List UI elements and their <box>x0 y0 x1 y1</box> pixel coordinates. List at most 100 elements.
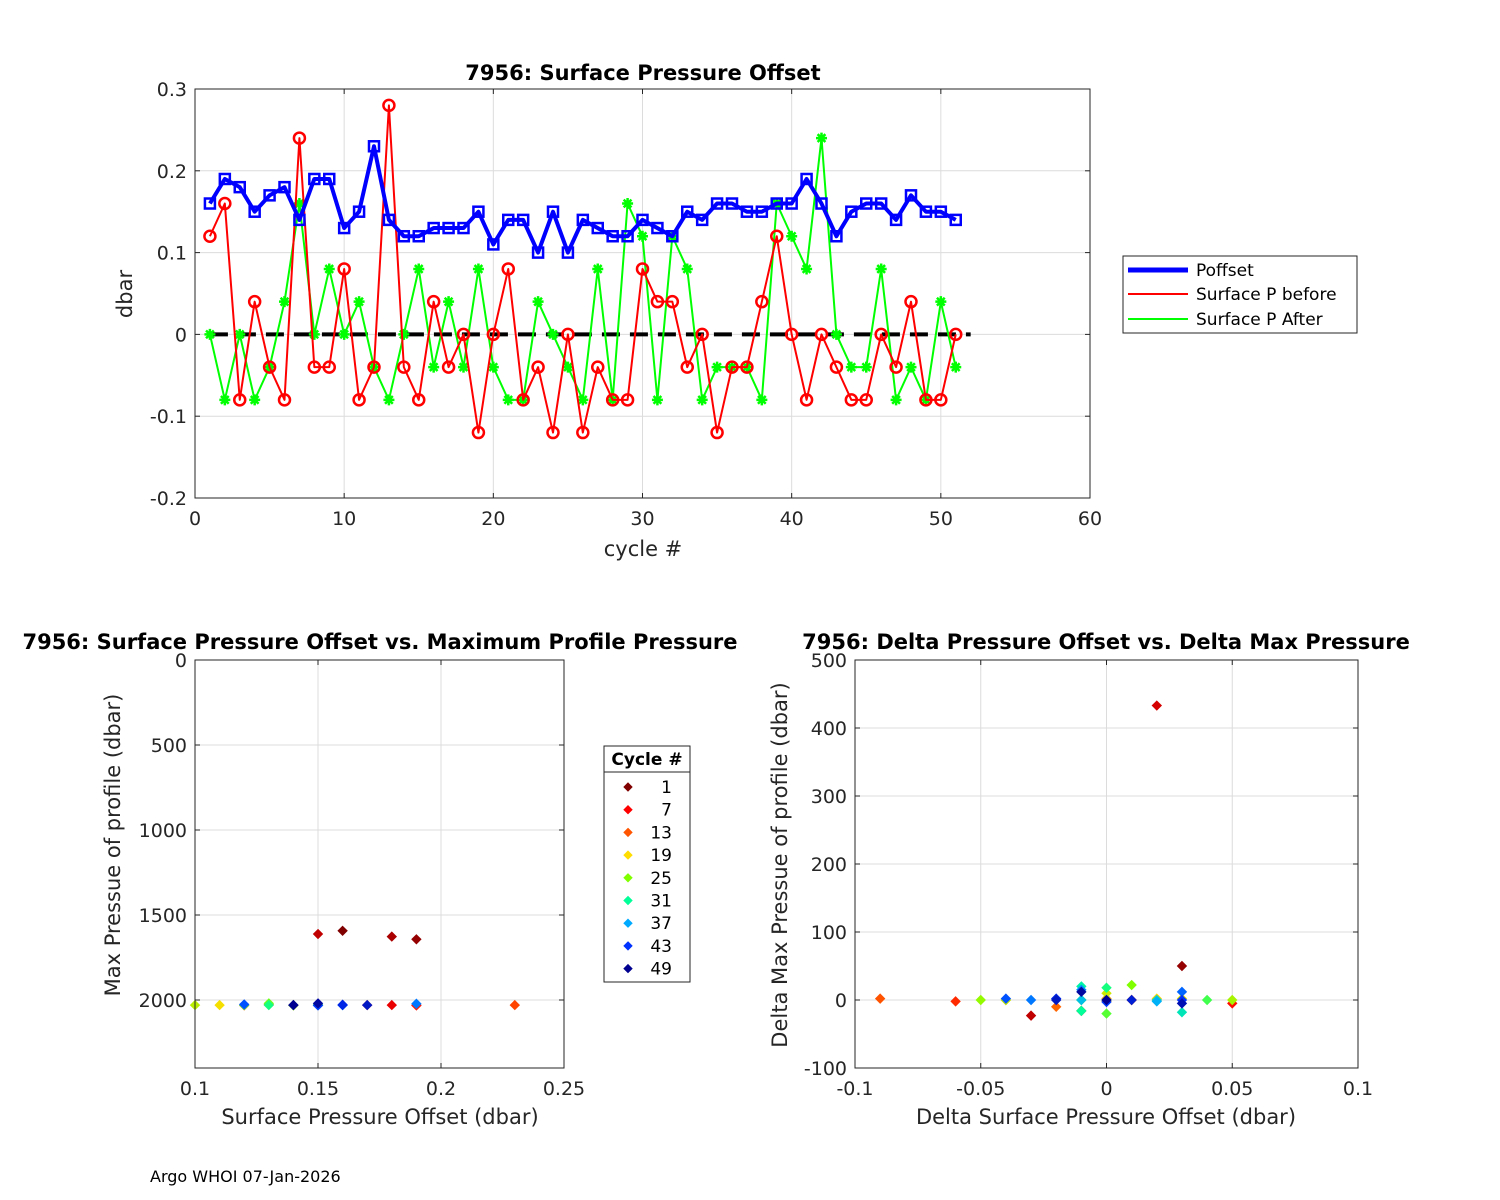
series-line-surface-p-before <box>209 104 957 434</box>
before-point <box>546 425 560 440</box>
delta-point <box>1201 994 1213 1006</box>
before-point <box>755 294 769 309</box>
after-point <box>308 328 320 340</box>
poffset-point <box>278 180 291 194</box>
after-point <box>458 361 469 373</box>
before-point <box>441 360 456 374</box>
after-point <box>234 328 246 340</box>
after-point <box>502 394 514 406</box>
poffset-point <box>934 205 948 218</box>
after-point <box>711 361 723 373</box>
poffset-point <box>710 197 724 210</box>
after-point <box>428 361 440 373</box>
after-point <box>487 361 499 373</box>
after-point <box>845 361 857 373</box>
poffset-point <box>427 221 440 235</box>
chart3-xtick-label: 0 <box>1100 1078 1112 1100</box>
before-point <box>412 393 426 407</box>
delta-point <box>1076 994 1087 1006</box>
chart3-xtick-label: 0.05 <box>1211 1078 1253 1100</box>
before-point <box>650 294 665 309</box>
cycle-point <box>214 999 225 1011</box>
delta-offset-vs-delta-maxpressure-chart: -0.1 -0.05 0 0.05 0.1 -100 0 100 200 300 400 500 79… <box>768 630 1410 1129</box>
after-point <box>413 263 425 275</box>
poffset-point <box>367 140 381 153</box>
chart3-xtick-label: -0.05 <box>956 1078 1005 1100</box>
chart3-xtick-label: 0.1 <box>1343 1078 1373 1100</box>
after-point <box>651 394 663 406</box>
cycle-legend-label: 49 <box>650 960 672 980</box>
poffset-point <box>695 213 709 227</box>
poffset-point <box>651 221 664 235</box>
after-point <box>219 394 231 406</box>
poffset-point <box>442 221 455 235</box>
before-point <box>799 393 814 407</box>
chart1-xtick-label: 60 <box>1078 508 1102 530</box>
delta-point <box>1227 994 1238 1006</box>
before-point <box>516 393 530 407</box>
chart3-ytick-label: 100 <box>811 922 847 944</box>
poffset-point <box>412 229 425 243</box>
delta-point <box>975 994 986 1006</box>
cycle-legend-marker <box>623 895 633 906</box>
delta-point <box>1101 982 1112 993</box>
delta-point <box>1151 996 1163 1007</box>
poffset-point <box>516 213 530 227</box>
chart1-title: 7956: Surface Pressure Offset <box>465 61 820 85</box>
poffset-point <box>248 205 261 218</box>
chart1-ytick-label: -0.2 <box>150 488 187 510</box>
poffset-point <box>666 229 679 243</box>
chart3-ytick-label: 0 <box>835 990 847 1012</box>
cycle-legend-marker <box>623 918 633 928</box>
offset-timeseries-chart: 0 10 20 30 40 50 60 -0.2 -0.1 0 0.1 0.2 0.3 7956: Su… <box>113 61 1358 561</box>
before-point <box>844 393 859 407</box>
poffset-point <box>531 246 545 259</box>
cycle-legend-marker <box>623 782 633 792</box>
after-point <box>293 198 305 210</box>
delta-point <box>1101 1008 1112 1019</box>
poffset-point <box>606 229 619 243</box>
after-point <box>890 394 902 406</box>
before-point <box>277 393 292 407</box>
before-point <box>322 360 336 374</box>
chart2-title: 7956: Surface Pressure Offset vs. Maximu… <box>22 630 737 654</box>
chart2-ytick-label: 0 <box>175 650 187 672</box>
poffset-point <box>874 197 888 210</box>
after-point <box>592 263 604 275</box>
before-point <box>710 425 724 440</box>
chart3-ytick-label: 300 <box>811 786 847 808</box>
before-point <box>889 360 903 374</box>
before-point <box>247 294 262 309</box>
before-point <box>591 360 605 374</box>
after-point <box>577 394 589 406</box>
chart1-xtick-label: 10 <box>332 508 356 530</box>
delta-point <box>1151 700 1163 711</box>
before-point <box>203 229 217 243</box>
before-point <box>501 262 515 276</box>
after-point <box>398 328 410 340</box>
poffset-point <box>785 197 798 210</box>
legend-after-label: Surface P After <box>1196 310 1323 330</box>
before-point <box>426 294 441 309</box>
before-point <box>725 360 739 374</box>
before-point <box>337 262 351 276</box>
cycle-legend-marker <box>623 804 633 815</box>
after-point <box>696 394 708 406</box>
before-point <box>934 393 948 407</box>
offset-vs-maxpressure-chart: 0.1 0.15 0.2 0.25 0 500 1000 1500 2000 7956: Sur… <box>22 630 737 1129</box>
before-point <box>665 294 680 309</box>
cycle-legend-label: 7 <box>661 801 672 821</box>
poffset-point <box>636 213 649 227</box>
before-point <box>680 360 694 374</box>
chart1-ytick-label: 0 <box>175 324 187 346</box>
poffset-point <box>755 205 769 218</box>
after-point <box>472 263 484 275</box>
chart2-ytick-label: 2000 <box>139 990 187 1012</box>
chart2-ytick-label: 1000 <box>139 820 187 842</box>
after-point <box>353 296 365 308</box>
chart1-xtick-label: 50 <box>929 508 953 530</box>
before-point <box>605 393 620 407</box>
chart1-ytick-label: -0.1 <box>150 406 187 428</box>
after-point <box>323 263 335 275</box>
